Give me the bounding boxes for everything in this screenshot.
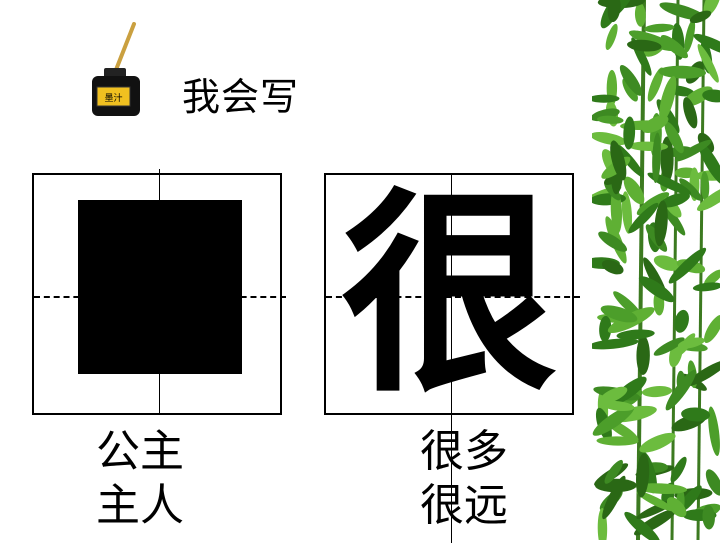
bamboo-leaf (659, 76, 677, 122)
page-title: 我会写 (182, 75, 300, 119)
grid-center-vertical-line (451, 175, 452, 543)
bamboo-leaf (668, 247, 707, 284)
grid-center-dashed-line (326, 296, 580, 298)
bamboo-leaf (628, 30, 678, 52)
bamboo-leaf (592, 338, 639, 350)
bamboo-leaf (636, 491, 675, 512)
bamboo-leaf (592, 405, 635, 436)
word-list-right: 很多 很远 (420, 425, 508, 533)
bamboo-leaf (604, 180, 621, 201)
bamboo-leaf (600, 305, 638, 323)
bamboo-leaf (683, 97, 698, 129)
hidden-character-block (78, 200, 242, 374)
bamboo-leaf (623, 116, 636, 150)
bamboo-leaf (636, 335, 650, 376)
bamboo-leaf (627, 39, 662, 52)
bamboo-leaf (697, 43, 719, 83)
bamboo-leaf (638, 276, 675, 303)
bamboo-leaf (636, 483, 688, 494)
bamboo-leaf (681, 407, 711, 422)
bamboo-leaf (647, 67, 664, 102)
bamboo-leaf (666, 497, 687, 518)
model-character: 很 (340, 170, 557, 421)
writing-grid-right: 很 (324, 170, 580, 543)
bamboo-leaf (684, 19, 696, 53)
bamboo-leaf (700, 171, 710, 201)
bamboo-leaf (592, 94, 620, 103)
bamboo-leaf (628, 202, 659, 234)
bamboo-leaf (692, 282, 720, 292)
bamboo-leaf (708, 406, 720, 457)
bamboo-leaf (705, 469, 720, 496)
bamboo-leaf (639, 432, 676, 453)
word-item: 主人 (96, 480, 184, 531)
word-list-left: 公主 主人 (96, 425, 184, 533)
bamboo-leaf (598, 231, 628, 252)
word-item: 公主 (96, 426, 184, 477)
bamboo-leaf (689, 10, 712, 24)
bamboo-decoration (592, 0, 720, 540)
bamboo-leaf (653, 255, 681, 271)
bamboo-leaf (679, 178, 702, 201)
bamboo-leaf (619, 64, 643, 96)
bamboo-leaf (658, 65, 707, 79)
word-item: 很远 (420, 480, 508, 531)
bamboo-leaf (623, 176, 645, 205)
bamboo-leaf (616, 329, 655, 340)
bamboo-leaf (644, 23, 675, 33)
bamboo-leaf (702, 504, 715, 530)
bamboo-leaf (602, 475, 626, 520)
bamboo-leaf (601, 259, 624, 275)
bamboo-leaf (703, 0, 720, 16)
bamboo-leaf (696, 185, 720, 212)
bamboo-leaf (686, 359, 720, 387)
bamboo-leaf (636, 453, 650, 498)
bamboo-leaf (596, 115, 624, 124)
bamboo-leaf (665, 369, 697, 411)
bamboo-leaf (660, 192, 690, 208)
bamboo-leaf (605, 23, 618, 51)
bamboo-leaf (636, 192, 670, 216)
ink-label: 墨汁 (104, 92, 122, 104)
bamboo-leaf (642, 115, 669, 133)
bamboo-leaf (670, 456, 687, 483)
bamboo-leaf (634, 2, 646, 27)
bamboo-leaf (642, 386, 673, 398)
bamboo-leaf (674, 139, 712, 162)
bamboo-stalk (636, 0, 646, 540)
bamboo-leaf (628, 141, 669, 151)
bamboo-leaf (624, 511, 661, 540)
bamboo-leaf (693, 33, 720, 56)
bamboo-leaf (704, 314, 720, 344)
bamboo-leaf (652, 132, 661, 183)
bamboo-leaf (596, 436, 639, 446)
bamboo-leaf (647, 172, 692, 195)
bamboo-leaf (703, 269, 720, 286)
bamboo-leaf (621, 191, 633, 234)
bamboo-leaf (677, 337, 705, 349)
bamboo-leaf (592, 132, 627, 146)
bamboo-leaf (604, 459, 623, 484)
bamboo-leaf (599, 315, 612, 342)
bamboo-leaf (674, 309, 689, 333)
bamboo-leaf (653, 337, 685, 356)
writing-grid-left (32, 169, 286, 415)
bamboo-leaf (610, 140, 627, 181)
bamboo-leaf (602, 400, 635, 412)
ink-bottle-icon: 墨汁 (92, 22, 140, 116)
bamboo-leaf (702, 89, 720, 103)
bamboo-leaf (622, 78, 638, 102)
bamboo-leaf (599, 386, 628, 404)
bamboo-leaf (664, 121, 684, 154)
bamboo-leaf (654, 200, 668, 247)
bamboo-leaf (698, 142, 720, 186)
bamboo-leaf (607, 0, 621, 23)
word-item: 很多 (420, 426, 508, 477)
